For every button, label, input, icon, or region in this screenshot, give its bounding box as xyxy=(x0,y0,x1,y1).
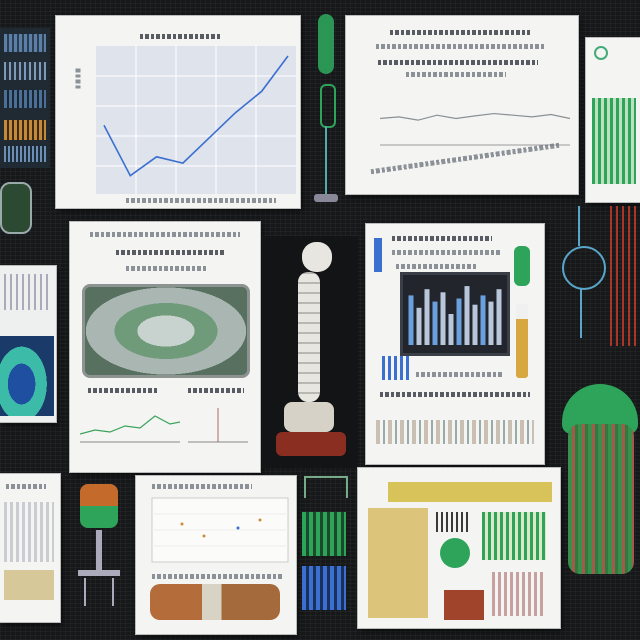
plant-grid xyxy=(592,98,636,184)
bookshelf-top-left xyxy=(0,28,50,168)
monitor-bar xyxy=(464,286,470,345)
specimen-top xyxy=(302,242,332,272)
heading-scribble-4 xyxy=(406,72,506,77)
mon-line-5 xyxy=(380,392,530,397)
green-specimen-icon xyxy=(312,14,340,214)
x-axis-scribble xyxy=(126,198,276,203)
yellow-text-block xyxy=(368,508,428,618)
mini-bars xyxy=(4,274,48,310)
circle-icon xyxy=(594,46,608,60)
specimen-column xyxy=(298,272,320,402)
line-chart-plot xyxy=(96,46,296,194)
small-specimens xyxy=(436,512,468,532)
specimen-photo xyxy=(82,284,250,378)
lamp-shelf xyxy=(298,476,350,636)
scatter-title xyxy=(152,484,252,489)
flat-series xyxy=(380,112,570,121)
flat-chart-svg xyxy=(380,112,570,146)
microscope-icon xyxy=(74,474,124,614)
red-block xyxy=(444,590,484,620)
scatter-card xyxy=(136,476,296,634)
shelf-box xyxy=(4,570,54,600)
line-chart-card xyxy=(56,16,300,208)
monitor-bar xyxy=(416,307,422,345)
stethoscope-icon xyxy=(558,206,610,346)
monitor-bar xyxy=(480,295,486,345)
doc-line-1 xyxy=(90,232,240,237)
doc-line-3 xyxy=(126,266,206,271)
line-chart-svg xyxy=(96,46,296,194)
y-axis-scribble xyxy=(75,68,81,89)
green-sphere-icon xyxy=(440,538,470,568)
monitor-bar xyxy=(424,289,430,345)
small-line-chart-left xyxy=(80,415,180,443)
document-card-center-left xyxy=(70,222,260,472)
yellow-header xyxy=(388,482,552,502)
specimen-pair xyxy=(150,584,280,620)
plant-icon xyxy=(514,246,530,286)
vertebra-panel xyxy=(262,236,358,468)
green-plant-sculpture xyxy=(548,384,640,584)
monitor-bar xyxy=(472,304,478,345)
flat-chart-card xyxy=(346,16,578,194)
heading-scribble-3 xyxy=(378,60,538,65)
scatter-caption xyxy=(152,574,282,579)
yellow-panel-card xyxy=(358,468,560,628)
scatter-plot xyxy=(151,497,289,563)
monitor-screen xyxy=(400,272,510,356)
jar-icon xyxy=(0,182,32,234)
heading-scribble-1 xyxy=(390,30,530,35)
blue-marker xyxy=(374,238,382,272)
mon-line-4 xyxy=(416,372,504,377)
small-line-chart-right xyxy=(188,408,248,443)
monitor-bar xyxy=(432,301,438,345)
shelf-card-bottom-left xyxy=(0,474,60,622)
plant-card-top-right xyxy=(586,38,640,202)
mon-line-2 xyxy=(392,250,502,255)
pink-grid xyxy=(492,572,544,616)
monitor-bars xyxy=(408,286,502,345)
chart-title-scribble xyxy=(140,34,220,39)
shelf-bars xyxy=(4,502,54,562)
red-coral-icon xyxy=(610,206,640,346)
line-series xyxy=(103,55,289,177)
shelf-line xyxy=(6,484,46,489)
blue-bars xyxy=(382,356,412,380)
green-grid xyxy=(482,512,546,560)
blue-specimen-icon xyxy=(0,336,54,416)
monitor-bar xyxy=(448,314,454,345)
monitor-bar xyxy=(408,295,414,345)
monitor-card xyxy=(366,224,544,464)
bottle-icon xyxy=(516,304,528,378)
mon-line-3 xyxy=(396,264,476,269)
specimen-stand xyxy=(276,432,346,456)
mon-line-1 xyxy=(392,236,492,241)
monitor-bar xyxy=(456,298,462,345)
specimen-base xyxy=(284,402,334,432)
heading-scribble-2 xyxy=(376,44,546,49)
doc-line-4 xyxy=(88,388,158,393)
doc-line-5 xyxy=(188,388,244,393)
specimen-strip xyxy=(376,420,534,444)
specimen-card-left xyxy=(0,266,56,422)
monitor-bar xyxy=(488,301,494,345)
monitor-bar xyxy=(496,289,502,345)
monitor-bar xyxy=(440,292,446,345)
gridlines xyxy=(96,46,296,194)
doc-line-2 xyxy=(116,250,226,255)
